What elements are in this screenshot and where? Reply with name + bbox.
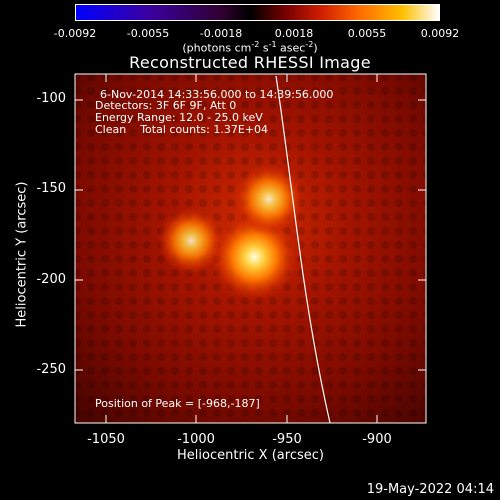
axis-ticks (75, 74, 426, 423)
emission-source-2 (233, 163, 305, 235)
date-stamp: 19-May-2022 04:14 (366, 482, 494, 497)
y-tick-label: -150 (36, 181, 66, 196)
annotation-clean: Clean Total counts: 1.37E+04 (95, 123, 269, 136)
colorbar-tick: 0.0055 (347, 27, 387, 40)
y-axis-label: Heliocentric Y (arcsec) (14, 181, 30, 328)
colorbar-tick: -0.0092 (53, 27, 97, 40)
emission-source-3 (157, 206, 225, 275)
y-tick-label: -100 (36, 91, 66, 106)
x-tick-label: -1050 (87, 432, 125, 447)
colorbar-tick: -0.0018 (199, 27, 243, 40)
x-tick-label: -950 (272, 432, 302, 447)
annotation-time-range: 6-Nov-2014 14:33:56.000 to 14:39:56.000 (100, 88, 334, 101)
emission-source-1 (210, 212, 299, 301)
annotation-peak-position: Position of Peak = [-968,-187] (95, 397, 260, 410)
colorbar-tick: 0.0018 (274, 27, 314, 40)
colorbar-units: (photons cm-2 s-1 asec-2) (182, 40, 318, 55)
annotation-energy-range: Energy Range: 12.0 - 25.0 keV (95, 111, 263, 124)
y-tick-label: -250 (36, 362, 66, 377)
x-tick-label: -900 (362, 432, 392, 447)
y-tick-label: -200 (36, 272, 66, 287)
plot-frame (74, 73, 427, 424)
colorbar-tick: 0.0092 (420, 27, 460, 40)
annotation-detectors: Detectors: 3F 6F 9F, Att 0 (95, 99, 237, 112)
colorbar-tick: -0.0055 (126, 27, 170, 40)
x-tick-label: -1000 (177, 432, 215, 447)
plot-title: Reconstructed RHESSI Image (129, 53, 371, 72)
colorbar (75, 4, 440, 21)
x-axis-label: Heliocentric X (arcsec) (177, 448, 324, 463)
solar-limb (275, 75, 331, 423)
sources-layer (157, 163, 305, 301)
image-area (75, 74, 426, 423)
